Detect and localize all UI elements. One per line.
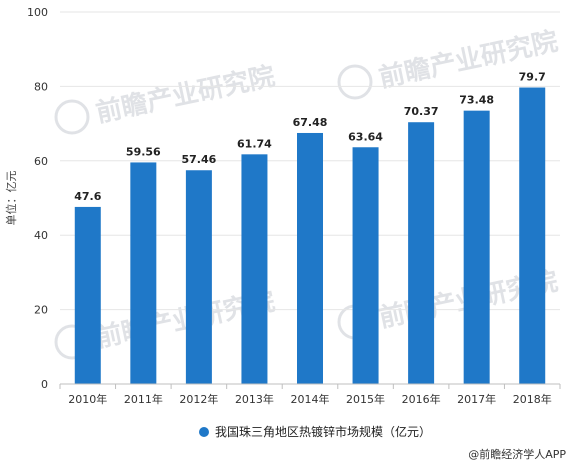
y-tick-label: 80 bbox=[34, 80, 48, 93]
data-label: 63.64 bbox=[348, 130, 383, 143]
y-tick-label: 20 bbox=[34, 304, 48, 317]
data-label: 47.6 bbox=[74, 190, 101, 203]
y-axis-title: 单位：亿元 bbox=[4, 171, 18, 226]
data-label: 67.48 bbox=[293, 116, 328, 129]
x-tick-label: 2015年 bbox=[346, 392, 385, 406]
bar[interactable] bbox=[74, 206, 101, 384]
x-tick-label: 2016年 bbox=[402, 392, 441, 406]
y-tick-label: 0 bbox=[41, 378, 48, 391]
bar[interactable] bbox=[519, 87, 546, 385]
y-tick-label: 100 bbox=[27, 6, 48, 19]
source-label: @前瞻经济学人APP bbox=[468, 447, 566, 461]
data-label: 70.37 bbox=[404, 105, 439, 118]
data-label: 57.46 bbox=[181, 153, 216, 166]
x-tick-label: 2017年 bbox=[457, 392, 496, 406]
legend[interactable]: 我国珠三角地区热镀锌市场规模（亿元） bbox=[199, 424, 431, 439]
watermark-text: 前瞻产业研究院 bbox=[376, 26, 560, 94]
legend-label: 我国珠三角地区热镀锌市场规模（亿元） bbox=[215, 424, 431, 439]
bar[interactable] bbox=[130, 162, 157, 384]
watermark: 前瞻产业研究院 bbox=[337, 26, 561, 100]
data-label: 79.7 bbox=[519, 71, 546, 84]
bar[interactable] bbox=[352, 147, 379, 384]
data-label: 59.56 bbox=[126, 145, 161, 158]
data-label: 73.48 bbox=[459, 94, 494, 107]
y-tick-label: 60 bbox=[34, 155, 48, 168]
x-tick-label: 2011年 bbox=[124, 392, 163, 406]
bar[interactable] bbox=[408, 122, 435, 384]
x-tick-label: 2012年 bbox=[179, 392, 218, 406]
bars-layer bbox=[74, 87, 546, 385]
bar[interactable] bbox=[463, 110, 490, 384]
y-tick-label: 40 bbox=[34, 229, 48, 242]
watermark-logo-icon bbox=[337, 64, 373, 100]
x-tick-label: 2010年 bbox=[68, 392, 107, 406]
legend-marker bbox=[199, 427, 209, 437]
watermark-logo-icon bbox=[54, 99, 90, 135]
watermark: 前瞻产业研究院 bbox=[54, 61, 278, 135]
bar[interactable] bbox=[297, 132, 323, 384]
axis-layer: 0 20 40 60 80 100 2010年 2011年 2012年 2013年 2014年 201… bbox=[27, 6, 561, 406]
watermark-text: 前瞻产业研究院 bbox=[93, 61, 277, 129]
labels-layer: 47.6 59.56 57.46 61.74 67.48 63.64 70.37 73.48 7… bbox=[74, 71, 546, 203]
bar[interactable] bbox=[241, 154, 268, 384]
x-tick-label: 2018年 bbox=[513, 392, 552, 406]
data-label: 61.74 bbox=[237, 137, 272, 150]
x-tick-label: 2014年 bbox=[291, 392, 330, 406]
x-tick-label: 2013年 bbox=[235, 392, 274, 406]
bar[interactable] bbox=[185, 170, 212, 384]
